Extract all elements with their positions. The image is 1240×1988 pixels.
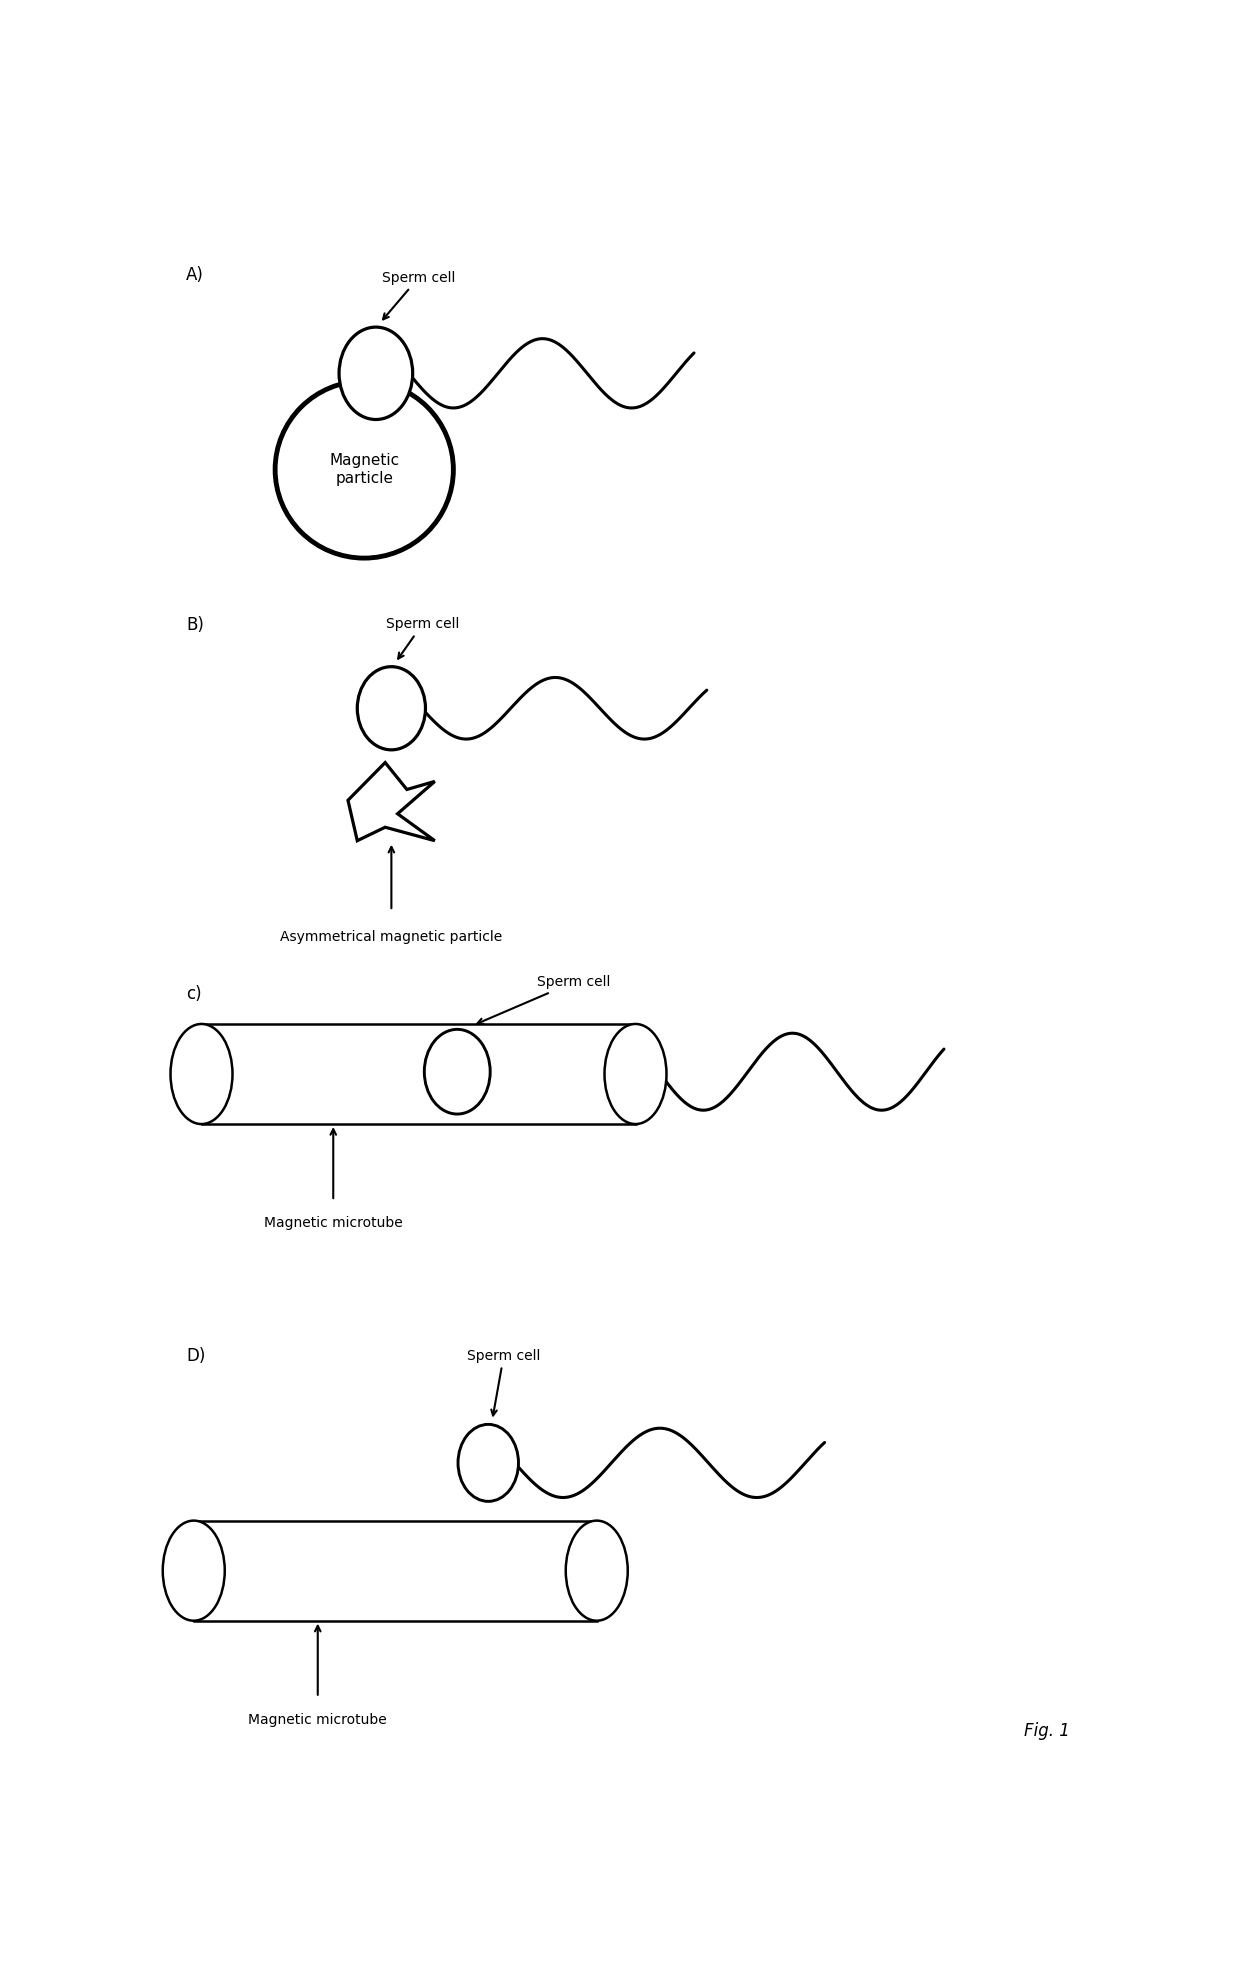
Bar [201, 1024, 635, 1123]
Text: D): D) [186, 1348, 206, 1366]
Text: Sperm cell: Sperm cell [382, 270, 455, 320]
Text: Asymmetrical magnetic particle: Asymmetrical magnetic particle [280, 930, 502, 944]
Ellipse shape [339, 328, 413, 419]
Ellipse shape [424, 1030, 490, 1113]
Text: c): c) [186, 986, 202, 1004]
Text: Sperm cell: Sperm cell [467, 1348, 541, 1415]
Ellipse shape [458, 1423, 518, 1501]
Circle shape [275, 382, 454, 559]
Ellipse shape [357, 666, 425, 749]
Text: Magnetic microtube: Magnetic microtube [264, 1217, 403, 1231]
Polygon shape [348, 763, 435, 841]
Ellipse shape [605, 1024, 667, 1123]
Text: Sperm cell: Sperm cell [477, 976, 610, 1024]
Text: B): B) [186, 616, 203, 634]
Text: Fig. 1: Fig. 1 [1024, 1722, 1069, 1740]
Text: Sperm cell: Sperm cell [386, 616, 459, 658]
Text: A): A) [186, 266, 203, 284]
Text: Magnetic microtube: Magnetic microtube [248, 1714, 387, 1728]
Text: Magnetic
particle: Magnetic particle [329, 453, 399, 485]
Ellipse shape [162, 1521, 224, 1620]
Ellipse shape [565, 1521, 627, 1620]
Ellipse shape [171, 1024, 233, 1123]
Bar [193, 1521, 596, 1620]
